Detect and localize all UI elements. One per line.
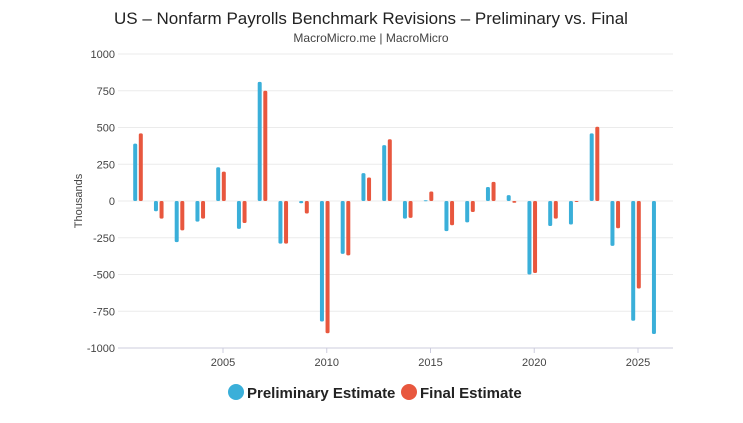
y-tick-label: 0 [109, 196, 115, 208]
preliminary-bar-2025[interactable] [631, 201, 636, 321]
y-tick-label: 250 [97, 159, 115, 171]
final-bar-2011[interactable] [346, 201, 351, 256]
y-tick-label: -250 [93, 233, 115, 245]
preliminary-bar-2012[interactable] [361, 173, 366, 201]
preliminary-bar-2009[interactable] [299, 201, 304, 204]
preliminary-bar-2022[interactable] [568, 201, 573, 225]
final-bar-2020[interactable] [533, 201, 538, 274]
preliminary-bar-2003[interactable] [174, 201, 179, 243]
preliminary-bar-2016[interactable] [444, 201, 449, 232]
preliminary-bar-2011[interactable] [340, 201, 345, 254]
chart-subtitle: MacroMicro.me | MacroMicro [293, 31, 448, 45]
final-bar-2004[interactable] [201, 201, 206, 219]
final-bar-2008[interactable] [284, 201, 289, 244]
final-bar-2005[interactable] [221, 171, 226, 201]
final-bar-2003[interactable] [180, 201, 185, 231]
preliminary-bar-2008[interactable] [278, 201, 283, 244]
legend-label-0[interactable]: Preliminary Estimate [247, 385, 395, 402]
x-tick-label: 2020 [522, 357, 546, 369]
preliminary-bar-2004[interactable] [195, 201, 200, 222]
preliminary-bar-2018[interactable] [485, 187, 490, 201]
x-tick-label: 2010 [315, 357, 339, 369]
legend-marker-0 [228, 384, 244, 400]
final-bar-2007[interactable] [263, 90, 268, 201]
final-bar-2019[interactable] [512, 201, 517, 203]
y-axis-label: Thousands [73, 173, 85, 228]
y-tick-label: -500 [93, 270, 115, 282]
preliminary-bar-2005[interactable] [216, 167, 221, 201]
final-bar-2006[interactable] [242, 201, 247, 224]
final-bar-2002[interactable] [159, 201, 164, 219]
final-bar-2021[interactable] [553, 201, 558, 219]
y-tick-label: 750 [97, 86, 115, 98]
x-tick-label: 2025 [626, 357, 650, 369]
final-bar-2017[interactable] [470, 201, 475, 213]
preliminary-bar-2007[interactable] [257, 81, 262, 201]
preliminary-bar-2019[interactable] [506, 195, 511, 201]
preliminary-bar-2020[interactable] [527, 201, 532, 275]
legend-label-1[interactable]: Final Estimate [420, 385, 522, 402]
y-tick-label: -1000 [87, 343, 115, 355]
final-bar-2016[interactable] [450, 201, 455, 226]
final-bar-2022[interactable] [574, 201, 579, 202]
preliminary-bar-2006[interactable] [236, 201, 241, 229]
preliminary-bar-2013[interactable] [382, 145, 387, 201]
final-bar-2014[interactable] [408, 201, 413, 218]
final-bar-2023[interactable] [595, 126, 600, 201]
preliminary-bar-2026[interactable] [651, 201, 656, 335]
final-bar-2001[interactable] [138, 133, 143, 201]
preliminary-bar-2023[interactable] [589, 133, 594, 201]
chart-title: US – Nonfarm Payrolls Benchmark Revision… [114, 9, 628, 28]
y-tick-label: -750 [93, 306, 115, 318]
preliminary-bar-2014[interactable] [402, 201, 407, 219]
preliminary-bar-2002[interactable] [153, 201, 158, 212]
x-tick-label: 2015 [418, 357, 442, 369]
x-tick-label: 2005 [211, 357, 235, 369]
legend: Preliminary Estimate Final Estimate [228, 384, 522, 402]
preliminary-bar-2017[interactable] [465, 201, 470, 223]
final-bar-2025[interactable] [636, 201, 641, 289]
preliminary-bar-2021[interactable] [548, 201, 553, 226]
final-bar-2015[interactable] [429, 191, 434, 201]
final-bar-2013[interactable] [387, 139, 392, 201]
final-bar-2018[interactable] [491, 181, 496, 201]
preliminary-bar-2024[interactable] [610, 201, 615, 246]
y-tick-label: 500 [97, 123, 115, 135]
legend-marker-1 [401, 384, 417, 400]
final-bar-2012[interactable] [367, 177, 372, 201]
preliminary-bar-2010[interactable] [319, 201, 324, 322]
final-bar-2010[interactable] [325, 201, 330, 334]
preliminary-bar-2015[interactable] [423, 200, 428, 202]
preliminary-bar-2001[interactable] [133, 143, 138, 201]
final-bar-2024[interactable] [616, 201, 621, 229]
final-bar-2009[interactable] [304, 201, 309, 214]
y-tick-label: 1000 [91, 49, 115, 61]
